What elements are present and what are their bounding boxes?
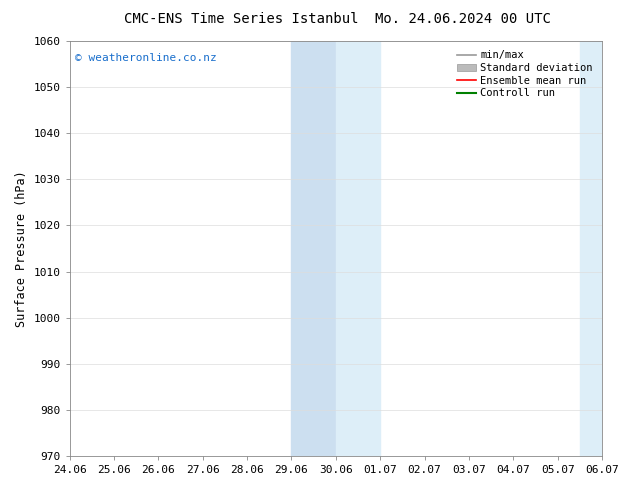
Bar (292, 41, 336, 456)
Text: © weatheronline.co.nz: © weatheronline.co.nz (75, 53, 217, 64)
Bar (580, 41, 602, 456)
Legend: min/max, Standard deviation, Ensemble mean run, Controll run: min/max, Standard deviation, Ensemble me… (453, 46, 597, 102)
Text: CMC-ENS Time Series Istanbul: CMC-ENS Time Series Istanbul (124, 12, 358, 26)
Text: Mo. 24.06.2024 00 UTC: Mo. 24.06.2024 00 UTC (375, 12, 551, 26)
Y-axis label: Surface Pressure (hPa): Surface Pressure (hPa) (15, 170, 28, 327)
Bar (336, 41, 380, 456)
